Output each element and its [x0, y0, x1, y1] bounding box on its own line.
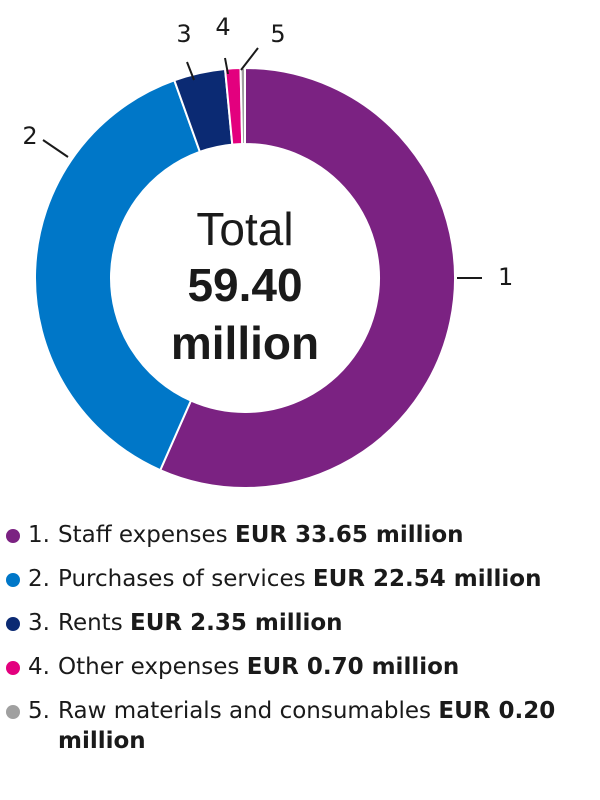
- legend-amount-3: EUR 2.35 million: [130, 610, 343, 636]
- legend-item-3: 3. Rents EUR 2.35 million: [6, 608, 596, 638]
- slice-label-4: 4: [215, 13, 230, 41]
- center-total-value: 59.40: [145, 262, 345, 308]
- legend-num-2: 2.: [28, 564, 50, 594]
- leader-line-2: [43, 140, 68, 157]
- center-total-label: Total: [145, 206, 345, 252]
- legend-dot-5: [6, 705, 20, 719]
- legend-text-4: Other expenses: [58, 654, 247, 680]
- legend-text-5: Raw materials and consumables: [58, 698, 438, 724]
- legend-item-4: 4. Other expenses EUR 0.70 million: [6, 652, 596, 682]
- legend-num-3: 3.: [28, 608, 50, 638]
- legend-amount-1: EUR 33.65 million: [235, 522, 464, 548]
- center-total-unit: million: [145, 320, 345, 366]
- legend-dot-2: [6, 573, 20, 587]
- legend-dot-1: [6, 529, 20, 543]
- legend-amount-2: EUR 22.54 million: [313, 566, 542, 592]
- slice-label-1: 1: [498, 263, 513, 291]
- legend: 1. Staff expenses EUR 33.65 million 2. P…: [6, 520, 596, 770]
- donut-chart: 1 2 34 5 Total 59.40 million: [0, 0, 600, 500]
- leader-line-5: [241, 48, 258, 70]
- legend-dot-3: [6, 617, 20, 631]
- legend-item-1: 1. Staff expenses EUR 33.65 million: [6, 520, 596, 550]
- legend-num-5: 5.: [28, 696, 50, 726]
- legend-num-4: 4.: [28, 652, 50, 682]
- legend-text-1: Staff expenses: [58, 522, 235, 548]
- slice-label-2: 2: [22, 122, 37, 150]
- legend-text-3: Rents: [58, 610, 130, 636]
- legend-item-5: 5. Raw materials and consumables EUR 0.2…: [6, 696, 596, 756]
- legend-text-2: Purchases of services: [58, 566, 313, 592]
- legend-num-1: 1.: [28, 520, 50, 550]
- legend-item-2: 2. Purchases of services EUR 22.54 milli…: [6, 564, 596, 594]
- slice-5: [241, 68, 245, 144]
- legend-amount-4: EUR 0.70 million: [247, 654, 460, 680]
- legend-dot-4: [6, 661, 20, 675]
- slice-label-3: 3: [176, 20, 191, 48]
- slice-label-5: 5: [270, 20, 285, 48]
